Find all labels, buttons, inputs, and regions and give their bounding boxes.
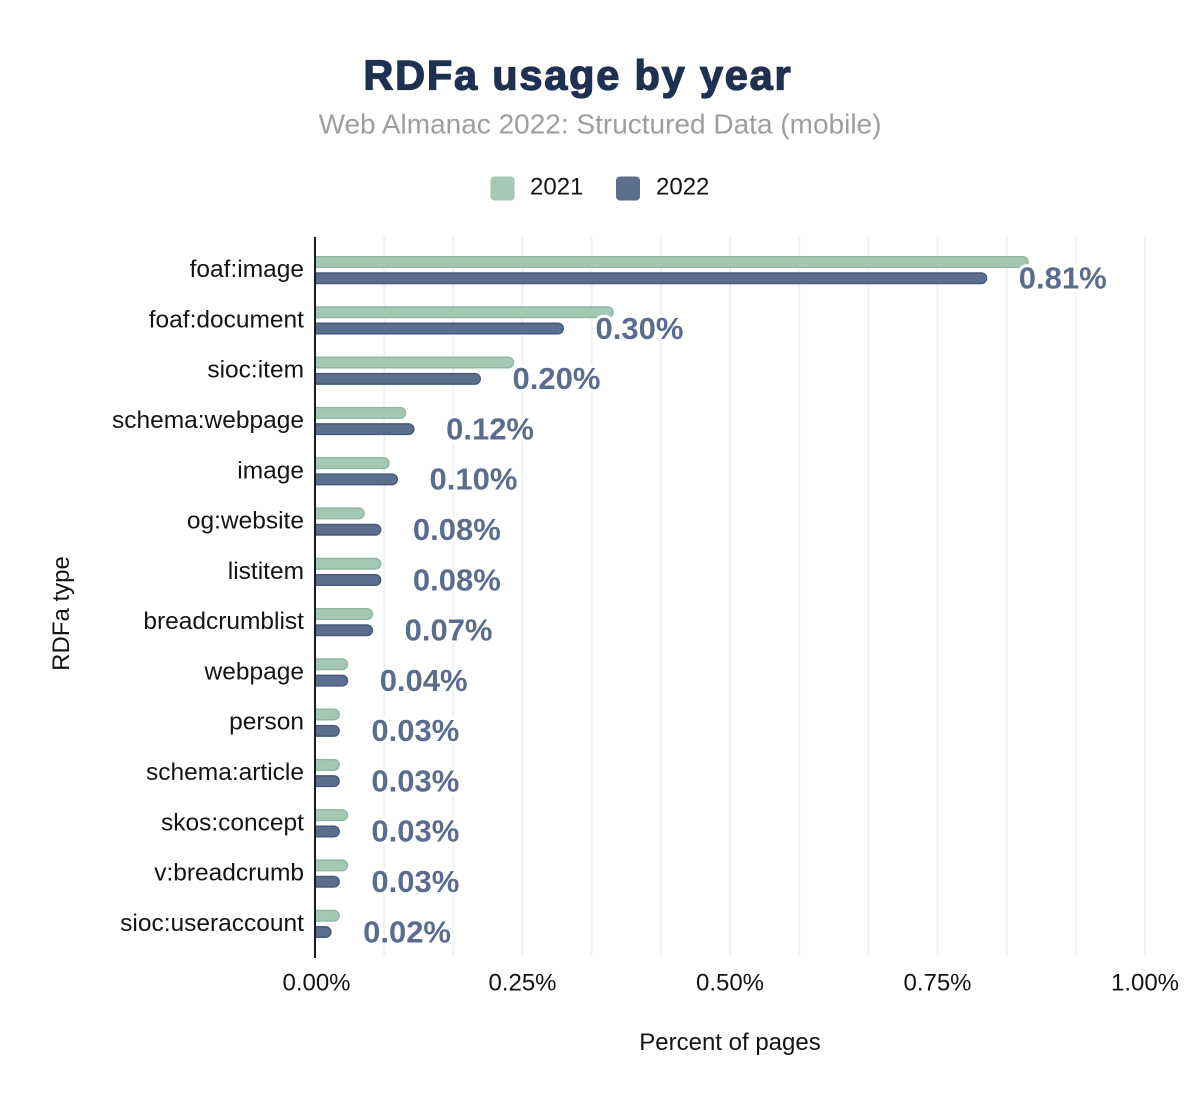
svg-text:0.30%: 0.30% [596, 311, 684, 346]
svg-text:0.03%: 0.03% [371, 864, 459, 899]
svg-text:sioc:item: sioc:item [207, 357, 304, 384]
svg-text:0.25%: 0.25% [488, 970, 556, 997]
svg-text:2022: 2022 [656, 174, 709, 201]
svg-text:listitem: listitem [228, 558, 304, 585]
svg-text:0.08%: 0.08% [413, 562, 501, 597]
svg-text:RDFa usage by year: RDFa usage by year [363, 52, 792, 99]
svg-text:breadcrumblist: breadcrumblist [143, 608, 304, 635]
svg-text:0.50%: 0.50% [696, 970, 764, 997]
svg-text:og:website: og:website [187, 508, 304, 535]
svg-text:1.00%: 1.00% [1111, 970, 1179, 997]
svg-text:v:breadcrumb: v:breadcrumb [154, 860, 304, 887]
svg-text:0.75%: 0.75% [903, 970, 971, 997]
svg-text:0.10%: 0.10% [430, 462, 518, 497]
svg-text:RDFa type: RDFa type [48, 556, 75, 671]
svg-text:0.08%: 0.08% [413, 512, 501, 547]
svg-text:Web Almanac 2022: Structured D: Web Almanac 2022: Structured Data (mobil… [319, 109, 882, 140]
svg-text:0.12%: 0.12% [446, 411, 534, 446]
svg-text:0.03%: 0.03% [371, 814, 459, 849]
svg-text:0.00%: 0.00% [282, 970, 350, 997]
svg-text:sioc:useraccount: sioc:useraccount [120, 910, 304, 937]
svg-text:foaf:document: foaf:document [149, 306, 304, 333]
svg-text:0.03%: 0.03% [371, 763, 459, 798]
svg-text:0.20%: 0.20% [513, 361, 601, 396]
svg-text:skos:concept: skos:concept [161, 809, 304, 836]
svg-text:0.02%: 0.02% [363, 914, 451, 949]
svg-text:schema:article: schema:article [146, 759, 304, 786]
svg-text:0.03%: 0.03% [371, 713, 459, 748]
svg-text:webpage: webpage [204, 658, 304, 685]
svg-text:person: person [229, 709, 304, 736]
svg-text:foaf:image: foaf:image [190, 256, 304, 283]
svg-text:2021: 2021 [530, 174, 583, 201]
svg-text:0.04%: 0.04% [380, 663, 468, 698]
svg-text:0.07%: 0.07% [405, 613, 493, 648]
svg-text:image: image [237, 457, 304, 484]
svg-text:Percent of pages: Percent of pages [639, 1029, 820, 1056]
svg-text:schema:webpage: schema:webpage [112, 407, 304, 434]
svg-text:0.81%: 0.81% [1019, 261, 1107, 296]
